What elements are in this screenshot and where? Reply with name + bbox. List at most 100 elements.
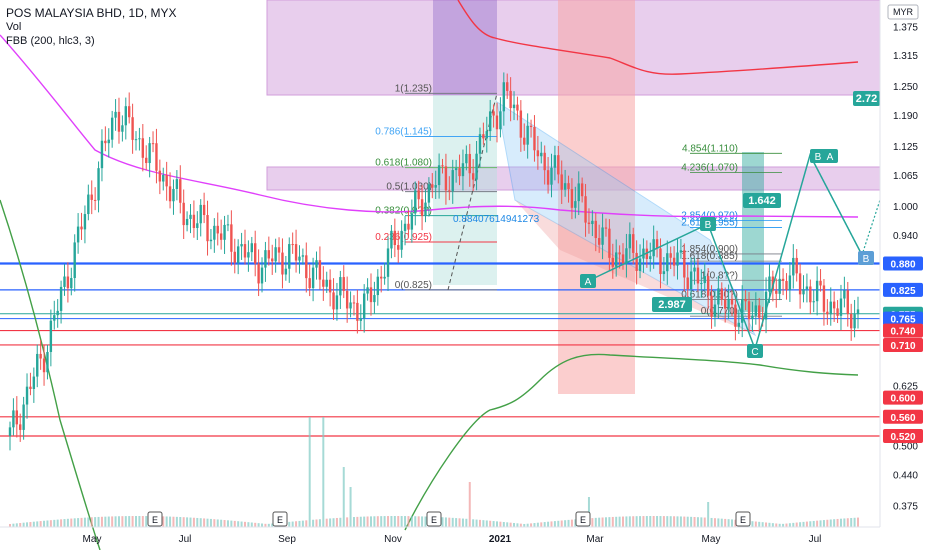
volume-bar [162, 516, 165, 527]
candle-body [36, 353, 39, 377]
candle-body [93, 199, 97, 201]
volume-bar [632, 516, 635, 527]
candle-body [90, 194, 93, 200]
x-tick-label-2: Sep [278, 534, 296, 545]
x-tick-label-3: Nov [384, 534, 402, 545]
candle-body [597, 238, 601, 245]
candle-body [407, 223, 410, 230]
volume-bar [213, 519, 216, 527]
volume-bar [751, 521, 754, 527]
candle-body [669, 253, 672, 258]
candle-body [352, 302, 356, 304]
volume-bar [519, 523, 522, 527]
price-badge-8: 0.520 [890, 432, 915, 443]
volume-bar [199, 518, 202, 527]
volume-bar [254, 522, 257, 527]
candle-body [424, 202, 427, 217]
fib-extension-label-0: 4.854(1.110) [682, 143, 738, 154]
volume-bar [713, 518, 716, 527]
volume-bar [656, 516, 659, 527]
volume-bar [812, 520, 815, 527]
candle-body [230, 224, 233, 252]
volume-bar [594, 517, 597, 527]
volume-bar [754, 521, 757, 527]
candle-body [117, 111, 121, 132]
volume-bar [628, 516, 631, 527]
volume-bar [329, 518, 332, 527]
x-tick-label-7: Jul [809, 534, 822, 545]
pattern-point-bg-0 [580, 274, 596, 288]
y-tick-label-7: 0.940 [893, 231, 918, 242]
candle-body [288, 244, 291, 269]
volume-bar [312, 519, 315, 527]
candle-body [254, 243, 257, 264]
ma-magenta-line [0, 34, 859, 218]
projection-point-label-0: B [815, 152, 822, 163]
candle-body [189, 214, 192, 219]
volume-bar [509, 522, 512, 527]
volume-bar [615, 516, 618, 527]
volume-bar [131, 516, 134, 527]
volume-bar [87, 517, 90, 527]
volume-bar [591, 518, 594, 527]
volume-bar [853, 517, 856, 527]
candle-body [403, 223, 407, 231]
candle-body [199, 204, 202, 224]
candle-body [274, 247, 277, 262]
candle-body [846, 290, 849, 314]
candle-body [301, 255, 305, 257]
volume-bar [816, 520, 819, 527]
volume-bar [175, 516, 178, 527]
volume-bar [301, 520, 304, 527]
candle-body [451, 170, 454, 192]
candle-body [642, 248, 645, 259]
candle-body [121, 125, 124, 132]
candle-body [420, 199, 424, 217]
earnings-marker-0 [147, 511, 163, 527]
candle-body [461, 163, 465, 177]
volume-bar [795, 522, 798, 527]
candle-body [342, 277, 345, 291]
candle-body [322, 279, 325, 287]
volume-bar [782, 523, 785, 527]
candle-body [693, 267, 696, 272]
volume-bar [356, 516, 359, 527]
candle-body [216, 225, 219, 234]
candle-body [15, 410, 19, 425]
candle-body [76, 226, 80, 243]
volume-bar [727, 519, 730, 527]
volume-bar [601, 517, 604, 527]
volume-bar [226, 520, 229, 527]
volume-bar [9, 524, 11, 527]
candle-body [196, 223, 199, 228]
volume-bar [513, 522, 516, 527]
bb-lower-line [0, 199, 859, 550]
candle-body [219, 233, 223, 240]
candle-body [506, 82, 509, 91]
candle-body [587, 222, 591, 225]
candle-body [557, 155, 560, 175]
candle-body [127, 106, 131, 118]
candle-body [294, 244, 298, 261]
candle-body [458, 168, 461, 177]
volume-bar [407, 516, 410, 527]
candle-body [533, 127, 536, 151]
volume-bar [693, 517, 696, 527]
volume-bar [499, 521, 502, 527]
candle-body [540, 152, 543, 157]
candle-body [233, 251, 236, 263]
candle-body [311, 267, 315, 289]
volume-bar [516, 523, 519, 527]
volume-bar [703, 517, 706, 527]
volume-bar [802, 521, 805, 527]
volume-bar [12, 523, 15, 527]
candle-body [339, 277, 342, 296]
ratio-label-bg-0 [652, 297, 692, 312]
earnings-marker-label-2: E [431, 515, 437, 525]
candle-body [281, 252, 284, 275]
volume-bar [414, 516, 417, 527]
candle-body [741, 299, 744, 323]
volume-bar [100, 516, 103, 527]
volume-bar [833, 519, 836, 527]
